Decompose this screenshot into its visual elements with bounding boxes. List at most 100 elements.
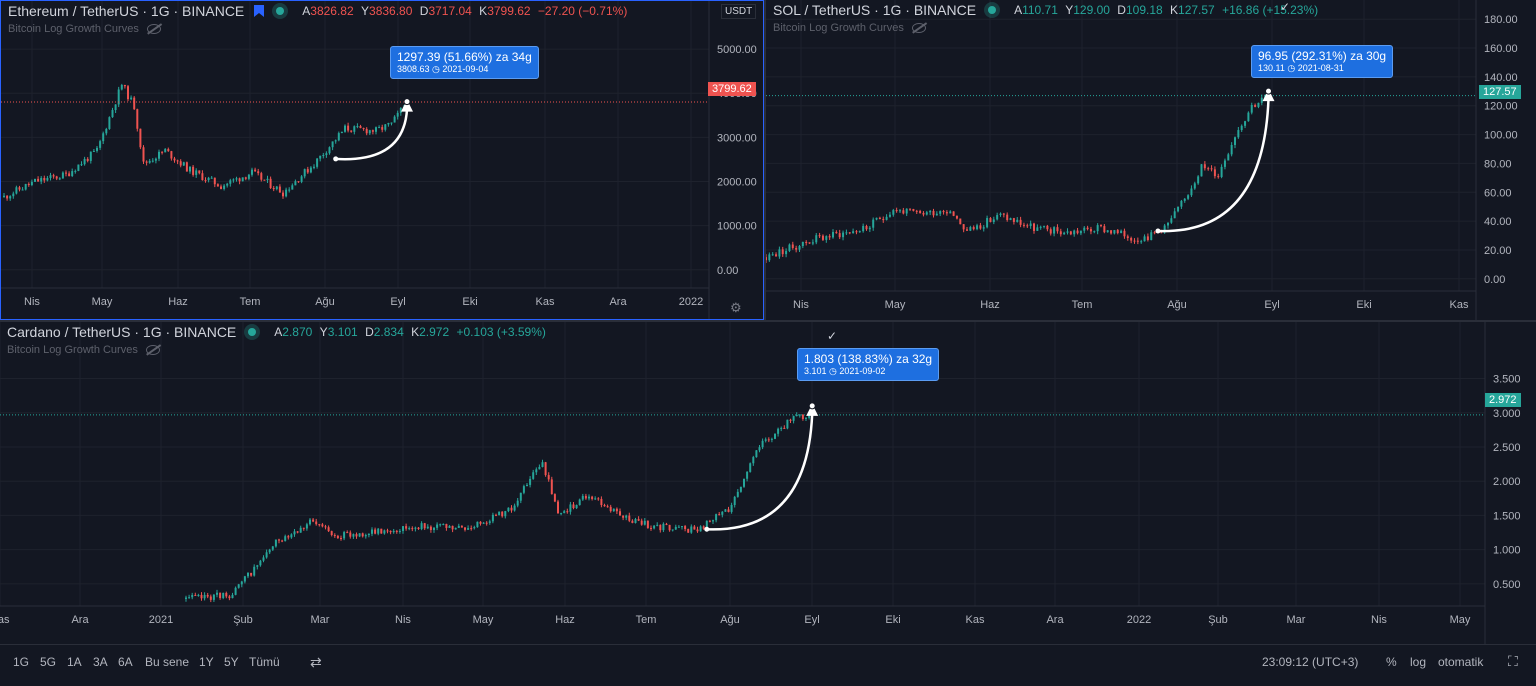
change-value: −27.20 (−0.71%) bbox=[537, 4, 628, 18]
ada-last-price-tag: 2.972 bbox=[1485, 393, 1521, 407]
pane-separator-vertical[interactable] bbox=[764, 0, 766, 320]
sol-symbol-title[interactable]: SOL / TetherUS · 1G · BINANCE bbox=[773, 2, 977, 18]
sol-last-price-tag: 127.57 bbox=[1479, 85, 1521, 99]
currency-label[interactable]: USDT bbox=[721, 4, 757, 19]
timeframe-button[interactable]: 1A bbox=[67, 655, 82, 669]
candle-body bbox=[216, 184, 219, 187]
candle-body bbox=[832, 232, 834, 238]
time-axis-label: May bbox=[92, 296, 113, 308]
candle-body bbox=[188, 597, 191, 599]
measure-start-point bbox=[333, 156, 339, 162]
sol-chart-pane[interactable]: 180.00 160.00 140.00 120.00 100.00 80.00 60.00… bbox=[766, 0, 1536, 320]
timeframe-button[interactable]: Tümü bbox=[249, 655, 280, 669]
candle-body bbox=[228, 596, 231, 599]
candle-body bbox=[265, 552, 268, 558]
candle-body bbox=[102, 133, 105, 142]
fullscreen-icon[interactable]: ⛶ bbox=[1508, 653, 1518, 669]
candle-body bbox=[622, 515, 625, 518]
candle-body bbox=[818, 235, 821, 237]
candle-body bbox=[315, 521, 318, 525]
candle-body bbox=[939, 211, 942, 214]
flag-icon[interactable] bbox=[254, 5, 265, 17]
callout-main: 1.803 (138.83%) za 32g bbox=[804, 352, 933, 366]
candle-body bbox=[352, 534, 355, 537]
candle-body bbox=[1207, 168, 1210, 170]
timeframe-button[interactable]: Bu sene bbox=[145, 655, 190, 669]
candle-body bbox=[625, 515, 628, 518]
candle-body bbox=[905, 208, 908, 214]
timeframe-button[interactable]: 1G bbox=[13, 655, 30, 669]
ada-ohlc: A2.870 Y3.101 D2.834 K2.972 +0.103 (+3.5… bbox=[270, 325, 546, 339]
log-toggle[interactable]: log bbox=[1410, 655, 1427, 669]
candle-body bbox=[460, 525, 463, 528]
candle-body bbox=[408, 528, 411, 530]
measure-start-point bbox=[1155, 228, 1161, 234]
candle-body bbox=[271, 546, 274, 550]
sol-chart-svg[interactable]: 180.00 160.00 140.00 120.00 100.00 80.00 60.00… bbox=[766, 0, 1536, 320]
indicator-name: Bitcoin Log Growth Curves bbox=[7, 344, 138, 356]
hidden-eye-icon[interactable] bbox=[911, 23, 926, 33]
candle-body bbox=[74, 170, 77, 172]
candle-body bbox=[259, 560, 262, 566]
auto-scale-toggle[interactable]: otomatik bbox=[1438, 655, 1484, 669]
eth-ohlc: A3826.82 Y3836.80 D3717.04 K3799.62 −27.… bbox=[298, 4, 627, 18]
callout-main: 96.95 (292.31%) za 30g bbox=[1258, 49, 1387, 63]
clock-display[interactable]: 23:09:12 (UTC+3) bbox=[1262, 655, 1359, 669]
ada-indicator-label[interactable]: Bitcoin Log Growth Curves bbox=[7, 344, 160, 356]
timeframe-button[interactable]: 3A bbox=[93, 655, 108, 669]
close-label: K bbox=[411, 325, 420, 339]
eth-chart-pane[interactable]: 5000.004000.003000.002000.001000.000.00N… bbox=[0, 0, 764, 320]
candle-body bbox=[263, 179, 266, 181]
eth-indicator-label[interactable]: Bitcoin Log Growth Curves bbox=[8, 23, 161, 35]
candle-body bbox=[949, 211, 952, 214]
timeframe-button[interactable]: 6A bbox=[118, 655, 133, 669]
pane-separator-horizontal[interactable] bbox=[0, 320, 1536, 322]
percent-toggle[interactable]: % bbox=[1386, 655, 1397, 669]
hidden-eye-icon[interactable] bbox=[146, 24, 161, 34]
ada-legend: Cardano / TetherUS · 1G · BINANCE A2.870… bbox=[7, 324, 546, 340]
candle-body bbox=[986, 218, 989, 228]
candle-body bbox=[290, 534, 293, 538]
sol-indicator-label[interactable]: Bitcoin Log Growth Curves bbox=[773, 22, 926, 34]
candle-body bbox=[244, 177, 247, 179]
measure-arrow-head bbox=[806, 403, 819, 416]
candle-body bbox=[634, 519, 637, 523]
eth-chart-svg[interactable]: 5000.004000.003000.002000.001000.000.00N… bbox=[1, 1, 764, 320]
candle-body bbox=[902, 210, 905, 214]
indicator-name: Bitcoin Log Growth Curves bbox=[773, 22, 904, 34]
candle-body bbox=[821, 235, 824, 240]
timeframe-button[interactable]: 5G bbox=[40, 655, 57, 669]
ada-symbol-title[interactable]: Cardano / TetherUS · 1G · BINANCE bbox=[7, 324, 237, 340]
time-axis-label: Tem bbox=[636, 614, 657, 626]
candle-body bbox=[491, 514, 494, 522]
candle-body bbox=[1227, 154, 1230, 161]
eth-symbol-title[interactable]: Ethereum / TetherUS · 1G · BINANCE bbox=[8, 3, 245, 19]
candle-body bbox=[346, 532, 349, 534]
candle-body bbox=[501, 511, 504, 517]
ada-chart-svg[interactable]: 3.500 3.000 2.500 2.000 1.500 1.000 0.500 Kas Ar… bbox=[0, 322, 1536, 644]
candle-body bbox=[1126, 236, 1129, 238]
candle-body bbox=[724, 509, 727, 512]
candle-body bbox=[594, 498, 597, 500]
candle-body bbox=[581, 495, 584, 500]
candle-body bbox=[650, 527, 652, 529]
compare-range-icon[interactable]: ⇄ bbox=[310, 654, 322, 670]
settings-gear-icon[interactable]: ⚙ bbox=[730, 300, 742, 315]
candle-body bbox=[55, 176, 58, 179]
candle-body bbox=[733, 496, 736, 506]
candle-body bbox=[925, 212, 928, 215]
candle-body bbox=[399, 108, 402, 113]
timeframe-button[interactable]: 1Y bbox=[199, 655, 214, 669]
ada-chart-pane[interactable]: 3.500 3.000 2.500 2.000 1.500 1.000 0.500 Kas Ar… bbox=[0, 322, 1536, 644]
time-axis-label: Ağu bbox=[1167, 299, 1187, 311]
candle-body bbox=[37, 178, 40, 182]
candle-body bbox=[229, 180, 232, 184]
candle-body bbox=[285, 189, 288, 197]
candle-body bbox=[718, 514, 721, 516]
measure-end-point bbox=[808, 402, 816, 410]
candle-body bbox=[387, 123, 390, 125]
price-axis-label: 140.00 bbox=[1484, 72, 1518, 84]
hidden-eye-icon[interactable] bbox=[145, 345, 160, 355]
candle-body bbox=[284, 536, 287, 542]
timeframe-button[interactable]: 5Y bbox=[224, 655, 239, 669]
